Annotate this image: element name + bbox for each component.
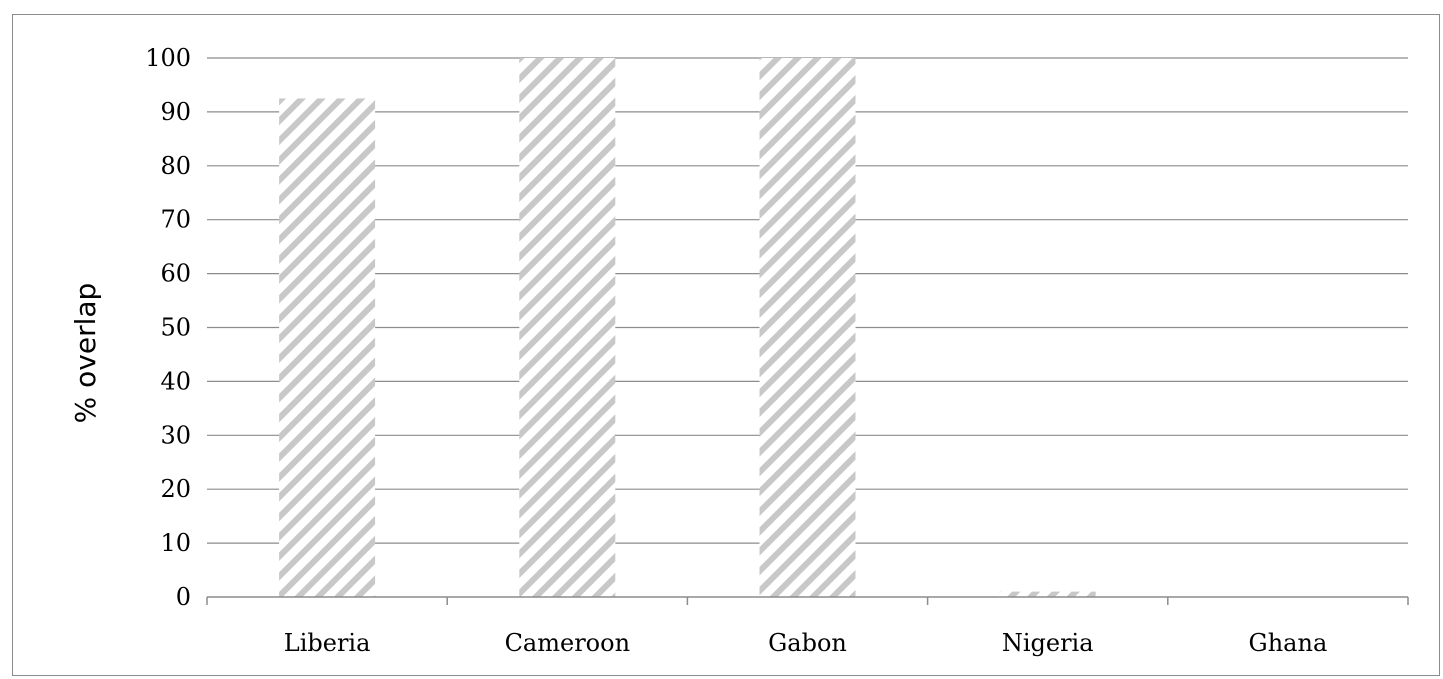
x-tick-label-gabon: Gabon bbox=[768, 629, 847, 657]
bars bbox=[279, 58, 1096, 598]
y-tick-label-60: 60 bbox=[160, 260, 191, 288]
y-tick-label-50: 50 bbox=[160, 314, 191, 342]
bar-liberia bbox=[279, 98, 376, 598]
x-axis bbox=[206, 596, 1409, 605]
y-tick-label-100: 100 bbox=[145, 44, 191, 72]
y-tick-label-20: 20 bbox=[160, 475, 191, 503]
bar-gabon bbox=[759, 58, 856, 597]
y-axis-title: % overlap bbox=[69, 283, 102, 424]
x-tick-label-liberia: Liberia bbox=[284, 629, 371, 657]
y-tick-labels: 0 10 20 30 40 50 60 70 80 90 100 bbox=[145, 44, 191, 611]
y-tick-label-0: 0 bbox=[176, 583, 191, 611]
category-labels: Liberia Cameroon Gabon Nigeria Ghana bbox=[284, 629, 1327, 657]
y-tick-label-30: 30 bbox=[160, 421, 191, 449]
y-tick-label-40: 40 bbox=[160, 367, 191, 395]
bar-nigeria bbox=[999, 591, 1096, 597]
x-tick-label-nigeria: Nigeria bbox=[1002, 629, 1094, 657]
bar-cameroon bbox=[519, 58, 616, 597]
y-tick-label-80: 80 bbox=[160, 152, 191, 180]
y-tick-label-90: 90 bbox=[160, 98, 191, 126]
y-tick-label-10: 10 bbox=[160, 529, 191, 557]
y-tick-label-70: 70 bbox=[160, 206, 191, 234]
x-tick-label-ghana: Ghana bbox=[1249, 629, 1328, 657]
chart-frame bbox=[12, 14, 1440, 676]
x-tick-label-cameroon: Cameroon bbox=[505, 629, 630, 657]
